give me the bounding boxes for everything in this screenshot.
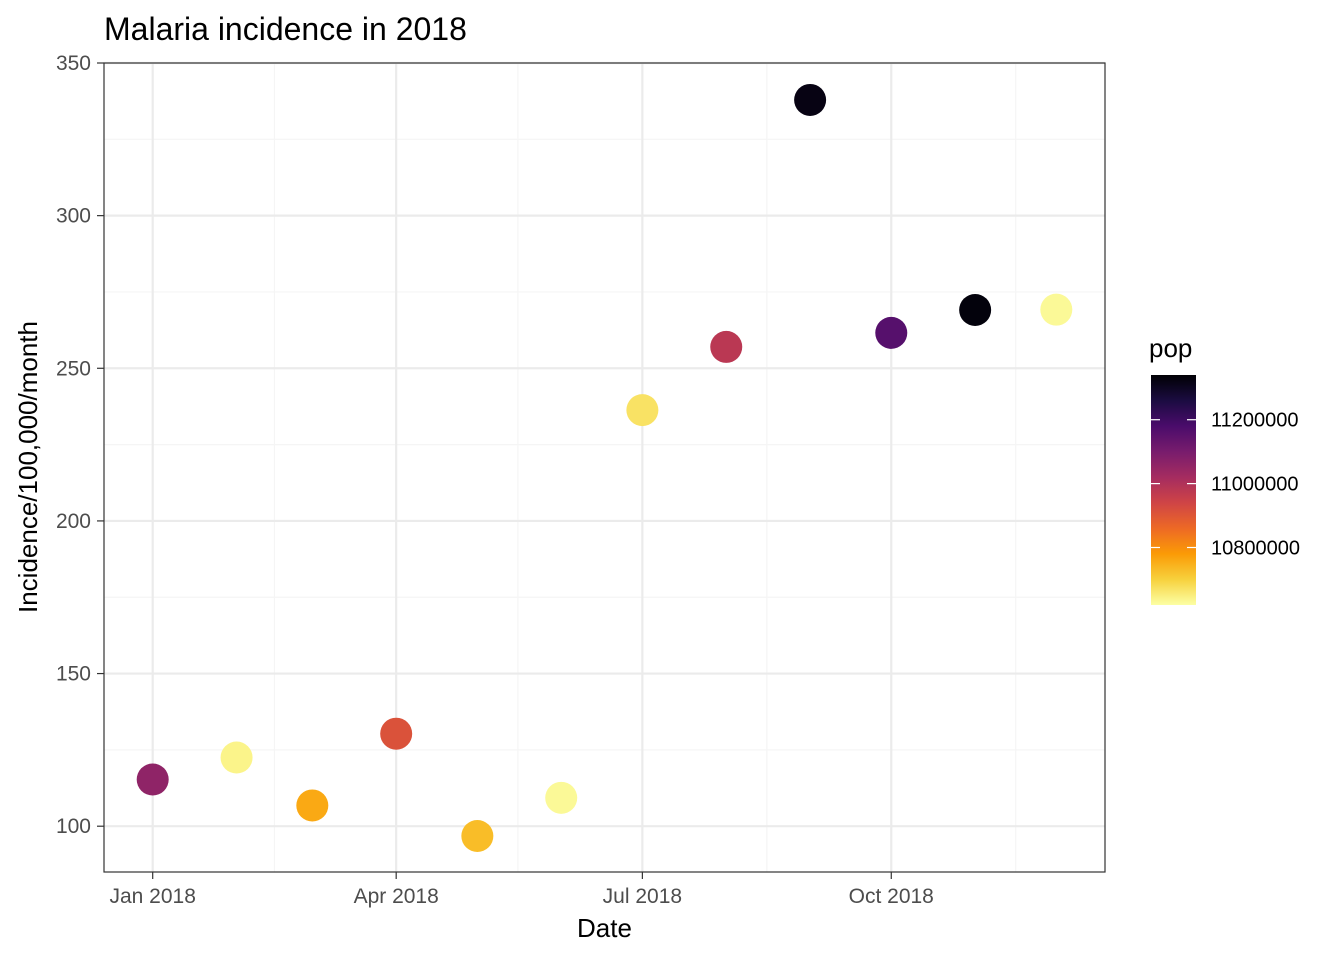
data-point-4 (461, 819, 494, 852)
y-tick-label-5: 350 (56, 52, 91, 75)
x-axis-title: Date (577, 913, 632, 943)
chart-title: Malaria incidence in 2018 (104, 11, 467, 47)
y-axis-title: Incidence/100,000/month (13, 321, 43, 613)
data-point-8 (794, 83, 827, 116)
y-tick-label-3: 250 (56, 357, 91, 380)
legend-label-2: 10800000 (1211, 538, 1300, 560)
data-point-0 (136, 763, 169, 796)
y-axis: 100 150 200 250 300 350 (56, 52, 104, 838)
x-tick-label-2: Jul 2018 (603, 885, 682, 908)
data-points (136, 83, 1073, 852)
legend-label-1: 11000000 (1211, 474, 1299, 496)
y-tick-label-1: 150 (56, 663, 91, 686)
grid-major (104, 61, 1105, 872)
data-point-3 (380, 717, 413, 750)
x-axis: Jan 2018 Apr 2018 Jul 2018 Oct 2018 (109, 872, 934, 908)
legend-label-0: 11200000 (1211, 410, 1299, 432)
y-tick-label-0: 100 (56, 815, 91, 838)
legend-ticks: 11200000 11000000 10800000 (1151, 410, 1300, 560)
data-point-7 (710, 330, 743, 363)
plot-panel (103, 61, 1106, 873)
data-point-11 (1040, 293, 1073, 326)
data-point-9 (875, 316, 908, 349)
data-point-6 (626, 394, 659, 427)
y-tick-label-4: 300 (56, 205, 91, 228)
legend-title: pop (1149, 333, 1192, 363)
grid-minor (104, 63, 1105, 872)
panel-border (103, 62, 1106, 873)
legend-colorbar (1151, 375, 1196, 605)
data-point-10 (959, 293, 992, 326)
data-point-5 (545, 781, 578, 814)
data-point-1 (220, 741, 253, 774)
y-tick-label-2: 200 (56, 510, 91, 533)
color-legend: pop 11200000 11000000 10800000 (1149, 333, 1300, 605)
x-tick-label-0: Jan 2018 (109, 885, 195, 908)
data-point-2 (296, 789, 329, 822)
x-tick-label-3: Oct 2018 (849, 885, 934, 908)
x-tick-label-1: Apr 2018 (354, 885, 439, 908)
